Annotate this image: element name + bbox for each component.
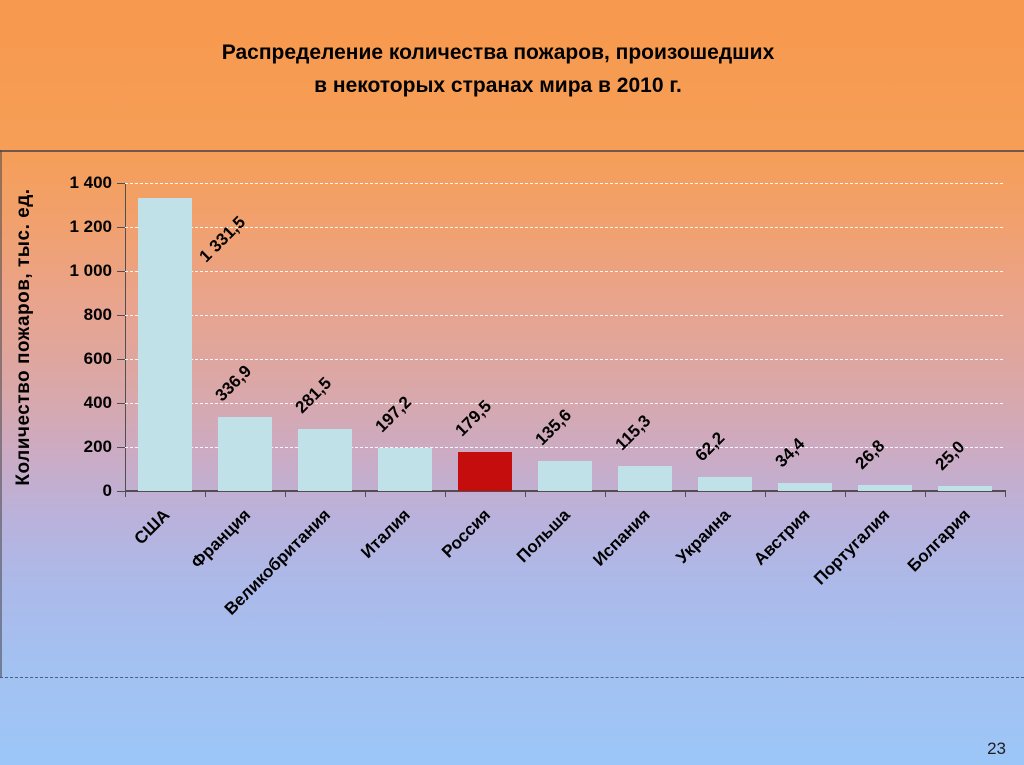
chart-bar — [938, 485, 992, 491]
y-axis-tick — [117, 359, 125, 360]
chart-frame-bottom-border — [0, 677, 1024, 678]
y-axis-tick — [117, 403, 125, 404]
y-tick-label: 1 200 — [69, 217, 112, 236]
chart-bar — [218, 416, 272, 491]
x-axis-tick — [445, 491, 446, 497]
y-tick-label: 1 000 — [69, 261, 112, 280]
x-axis-tick — [765, 491, 766, 497]
chart-bar — [618, 465, 672, 491]
y-axis-tick — [117, 447, 125, 448]
x-axis-tick — [685, 491, 686, 497]
y-axis-tick — [117, 271, 125, 272]
bar-value-label: 26,8 — [851, 436, 889, 474]
chart-bar — [298, 429, 352, 491]
chart-bar — [858, 485, 912, 491]
x-axis-tick — [205, 491, 206, 497]
chart-bar — [378, 447, 432, 491]
x-axis-tick — [525, 491, 526, 497]
page-number: 23 — [987, 739, 1006, 758]
chart-frame-left-border — [0, 150, 2, 678]
chart-bar — [138, 198, 192, 491]
bar-value-label: 1 331,5 — [195, 212, 250, 267]
category-label: США — [130, 505, 174, 549]
y-axis-tick — [117, 227, 125, 228]
chart-frame-top-border — [0, 150, 1024, 152]
y-tick-label: 200 — [83, 437, 112, 456]
x-axis-tick — [845, 491, 846, 497]
category-label: Украина — [671, 505, 734, 568]
y-tick-label: 400 — [83, 393, 112, 412]
y-tick-label: 0 — [102, 481, 112, 500]
gridline — [125, 402, 1005, 404]
category-label: Португалия — [810, 505, 894, 589]
y-tick-label: 600 — [83, 349, 112, 368]
slide-title: Распределение количества пожаров, произо… — [0, 36, 996, 102]
y-axis-line — [125, 183, 126, 497]
gridline — [125, 314, 1005, 316]
x-axis-tick — [125, 491, 126, 497]
x-axis-tick — [365, 491, 366, 497]
category-label: Россия — [437, 505, 494, 562]
category-label: Австрия — [750, 505, 814, 569]
chart-bar — [778, 483, 832, 491]
x-axis-tick — [605, 491, 606, 497]
category-label: Испания — [589, 505, 654, 570]
bar-value-label: 34,4 — [771, 434, 809, 472]
x-axis-tick — [1005, 491, 1006, 497]
chart-bar — [538, 461, 592, 491]
slide-title-line2: в некоторых странах мира в 2010 г. — [314, 74, 682, 97]
category-label: Польша — [512, 505, 574, 567]
y-tick-label: 800 — [83, 305, 112, 324]
slide-title-line1: Распределение количества пожаров, произо… — [221, 41, 775, 64]
x-axis-tick — [925, 491, 926, 497]
bar-value-label: 197,2 — [371, 392, 416, 436]
chart-bar — [458, 451, 512, 491]
x-axis-line — [125, 490, 1006, 492]
bar-value-label: 135,6 — [531, 405, 576, 450]
y-axis-title: Количество пожаров, тыс. ед. — [13, 188, 34, 486]
gridline — [125, 358, 1005, 360]
bar-value-label: 281,5 — [291, 373, 336, 418]
category-label: Франция — [186, 505, 254, 573]
gridline — [125, 226, 1005, 228]
gridline — [125, 182, 1005, 184]
category-label: Болгария — [903, 505, 974, 576]
category-label: Италия — [357, 505, 414, 562]
y-tick-label: 1 400 — [69, 173, 112, 192]
y-axis-tick — [117, 315, 125, 316]
x-axis-tick — [285, 491, 286, 497]
gridline — [125, 270, 1005, 272]
chart-bar — [698, 477, 752, 491]
y-axis-tick — [117, 491, 125, 492]
y-axis-tick — [117, 183, 125, 184]
gridline — [125, 446, 1005, 448]
bar-value-label: 336,9 — [211, 361, 256, 405]
bar-value-label: 25,0 — [931, 436, 969, 474]
